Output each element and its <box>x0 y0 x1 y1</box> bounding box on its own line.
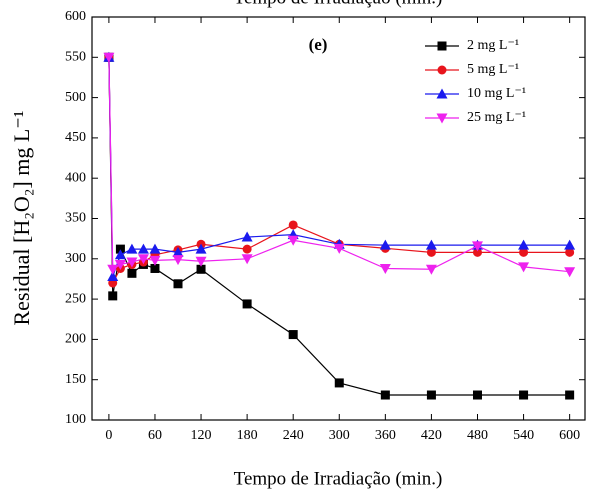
legend-marker <box>436 88 448 99</box>
series-line <box>108 57 570 273</box>
legend-marker <box>436 113 448 124</box>
marker <box>288 330 298 340</box>
marker <box>114 259 126 270</box>
marker <box>565 247 575 257</box>
marker <box>107 264 119 275</box>
series-line <box>108 57 570 396</box>
marker <box>380 390 390 400</box>
marker <box>115 244 125 254</box>
marker <box>149 243 161 254</box>
y-tick-label: 150 <box>65 372 86 387</box>
marker <box>126 243 138 254</box>
x-tick-label: 360 <box>375 428 396 443</box>
y-tick-label: 550 <box>65 50 86 65</box>
y-axis-label: Residual [H₂O₂] mg L⁻¹ <box>9 110 34 325</box>
marker <box>425 264 437 275</box>
marker <box>288 220 298 230</box>
y-tick-label: 500 <box>65 90 86 105</box>
y-tick-label: 400 <box>65 170 86 185</box>
marker <box>242 299 252 309</box>
marker <box>241 231 253 242</box>
marker <box>127 268 137 278</box>
series <box>103 51 576 282</box>
x-tick-label: 540 <box>513 428 534 443</box>
marker <box>471 241 483 252</box>
annotation: (e) <box>309 35 328 54</box>
marker <box>126 257 138 268</box>
x-tick-label: 60 <box>148 428 162 443</box>
marker <box>241 254 253 265</box>
marker <box>103 52 115 63</box>
marker <box>518 239 530 250</box>
x-tick-label: 480 <box>467 428 488 443</box>
marker <box>149 255 161 266</box>
x-tick-label: 420 <box>421 428 442 443</box>
y-tick-label: 450 <box>65 130 86 145</box>
y-tick-label: 100 <box>65 412 86 427</box>
marker <box>519 390 529 400</box>
marker <box>114 249 126 260</box>
series <box>104 52 575 400</box>
marker <box>472 390 482 400</box>
marker <box>518 262 530 273</box>
marker <box>137 243 149 254</box>
marker <box>196 264 206 274</box>
marker <box>426 390 436 400</box>
series <box>103 52 576 278</box>
x-tick-label: 240 <box>283 428 304 443</box>
top-axis-label: Tempo de Irradiação (min.) <box>234 0 443 8</box>
y-tick-label: 250 <box>65 291 86 306</box>
marker <box>426 247 436 257</box>
marker <box>195 243 207 254</box>
marker <box>425 239 437 250</box>
marker <box>564 239 576 250</box>
marker <box>172 246 184 257</box>
marker <box>108 291 118 301</box>
marker <box>150 263 160 273</box>
series <box>104 52 575 288</box>
marker <box>173 279 183 289</box>
marker <box>334 378 344 388</box>
marker <box>287 235 299 246</box>
x-tick-label: 120 <box>191 428 212 443</box>
legend-marker <box>437 65 447 75</box>
marker <box>379 263 391 274</box>
x-tick-label: 600 <box>559 428 580 443</box>
marker <box>564 267 576 278</box>
marker <box>333 243 345 254</box>
x-tick-label: 180 <box>237 428 258 443</box>
y-tick-label: 200 <box>65 332 86 347</box>
y-tick-label: 350 <box>65 211 86 226</box>
y-tick-label: 600 <box>65 9 86 24</box>
marker <box>379 239 391 250</box>
series-line <box>108 57 570 284</box>
legend-label: 10 mg L⁻¹ <box>467 86 526 101</box>
y-tick-label: 300 <box>65 251 86 266</box>
marker <box>519 247 529 257</box>
marker <box>195 256 207 267</box>
marker <box>107 271 119 282</box>
plot-frame <box>91 16 586 421</box>
marker <box>565 390 575 400</box>
marker <box>242 244 252 254</box>
x-tick-label: 300 <box>329 428 350 443</box>
marker <box>472 247 482 257</box>
x-tick-label: 0 <box>105 428 112 443</box>
legend-marker <box>437 41 447 51</box>
series-line <box>108 57 570 277</box>
legend-label: 25 mg L⁻¹ <box>467 110 526 125</box>
marker <box>172 255 184 266</box>
legend-label: 5 mg L⁻¹ <box>467 62 519 77</box>
legend-label: 2 mg L⁻¹ <box>467 38 519 53</box>
marker <box>137 254 149 265</box>
x-axis-label: Tempo de Irradiação (min.) <box>234 468 443 489</box>
